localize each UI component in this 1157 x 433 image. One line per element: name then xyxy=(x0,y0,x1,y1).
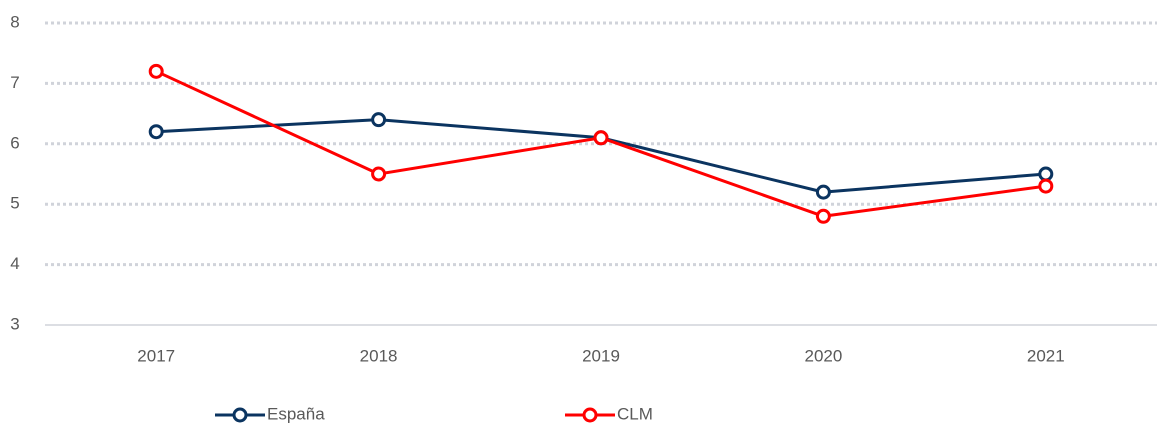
x-tick-label: 2019 xyxy=(582,346,620,365)
y-tick-label: 3 xyxy=(10,314,19,333)
legend-swatch-marker xyxy=(582,407,598,423)
data-point xyxy=(371,166,387,182)
data-point xyxy=(148,63,164,79)
data-point xyxy=(815,184,831,200)
data-point xyxy=(148,124,164,140)
y-tick-label: 4 xyxy=(10,254,19,273)
data-point xyxy=(371,112,387,128)
x-tick-label: 2021 xyxy=(1027,346,1065,365)
data-point xyxy=(1038,178,1054,194)
data-point xyxy=(1038,166,1054,182)
data-point xyxy=(815,208,831,224)
y-tick-label: 6 xyxy=(10,133,19,152)
legend-label: España xyxy=(267,404,325,423)
x-tick-label: 2018 xyxy=(360,346,398,365)
x-tick-label: 2017 xyxy=(137,346,175,365)
y-tick-label: 8 xyxy=(10,12,19,31)
data-point xyxy=(593,130,609,146)
x-tick-label: 2020 xyxy=(804,346,842,365)
y-tick-label: 7 xyxy=(10,73,19,92)
legend-swatch-marker xyxy=(232,407,248,423)
legend-label: CLM xyxy=(617,404,653,423)
y-tick-label: 5 xyxy=(10,194,19,213)
